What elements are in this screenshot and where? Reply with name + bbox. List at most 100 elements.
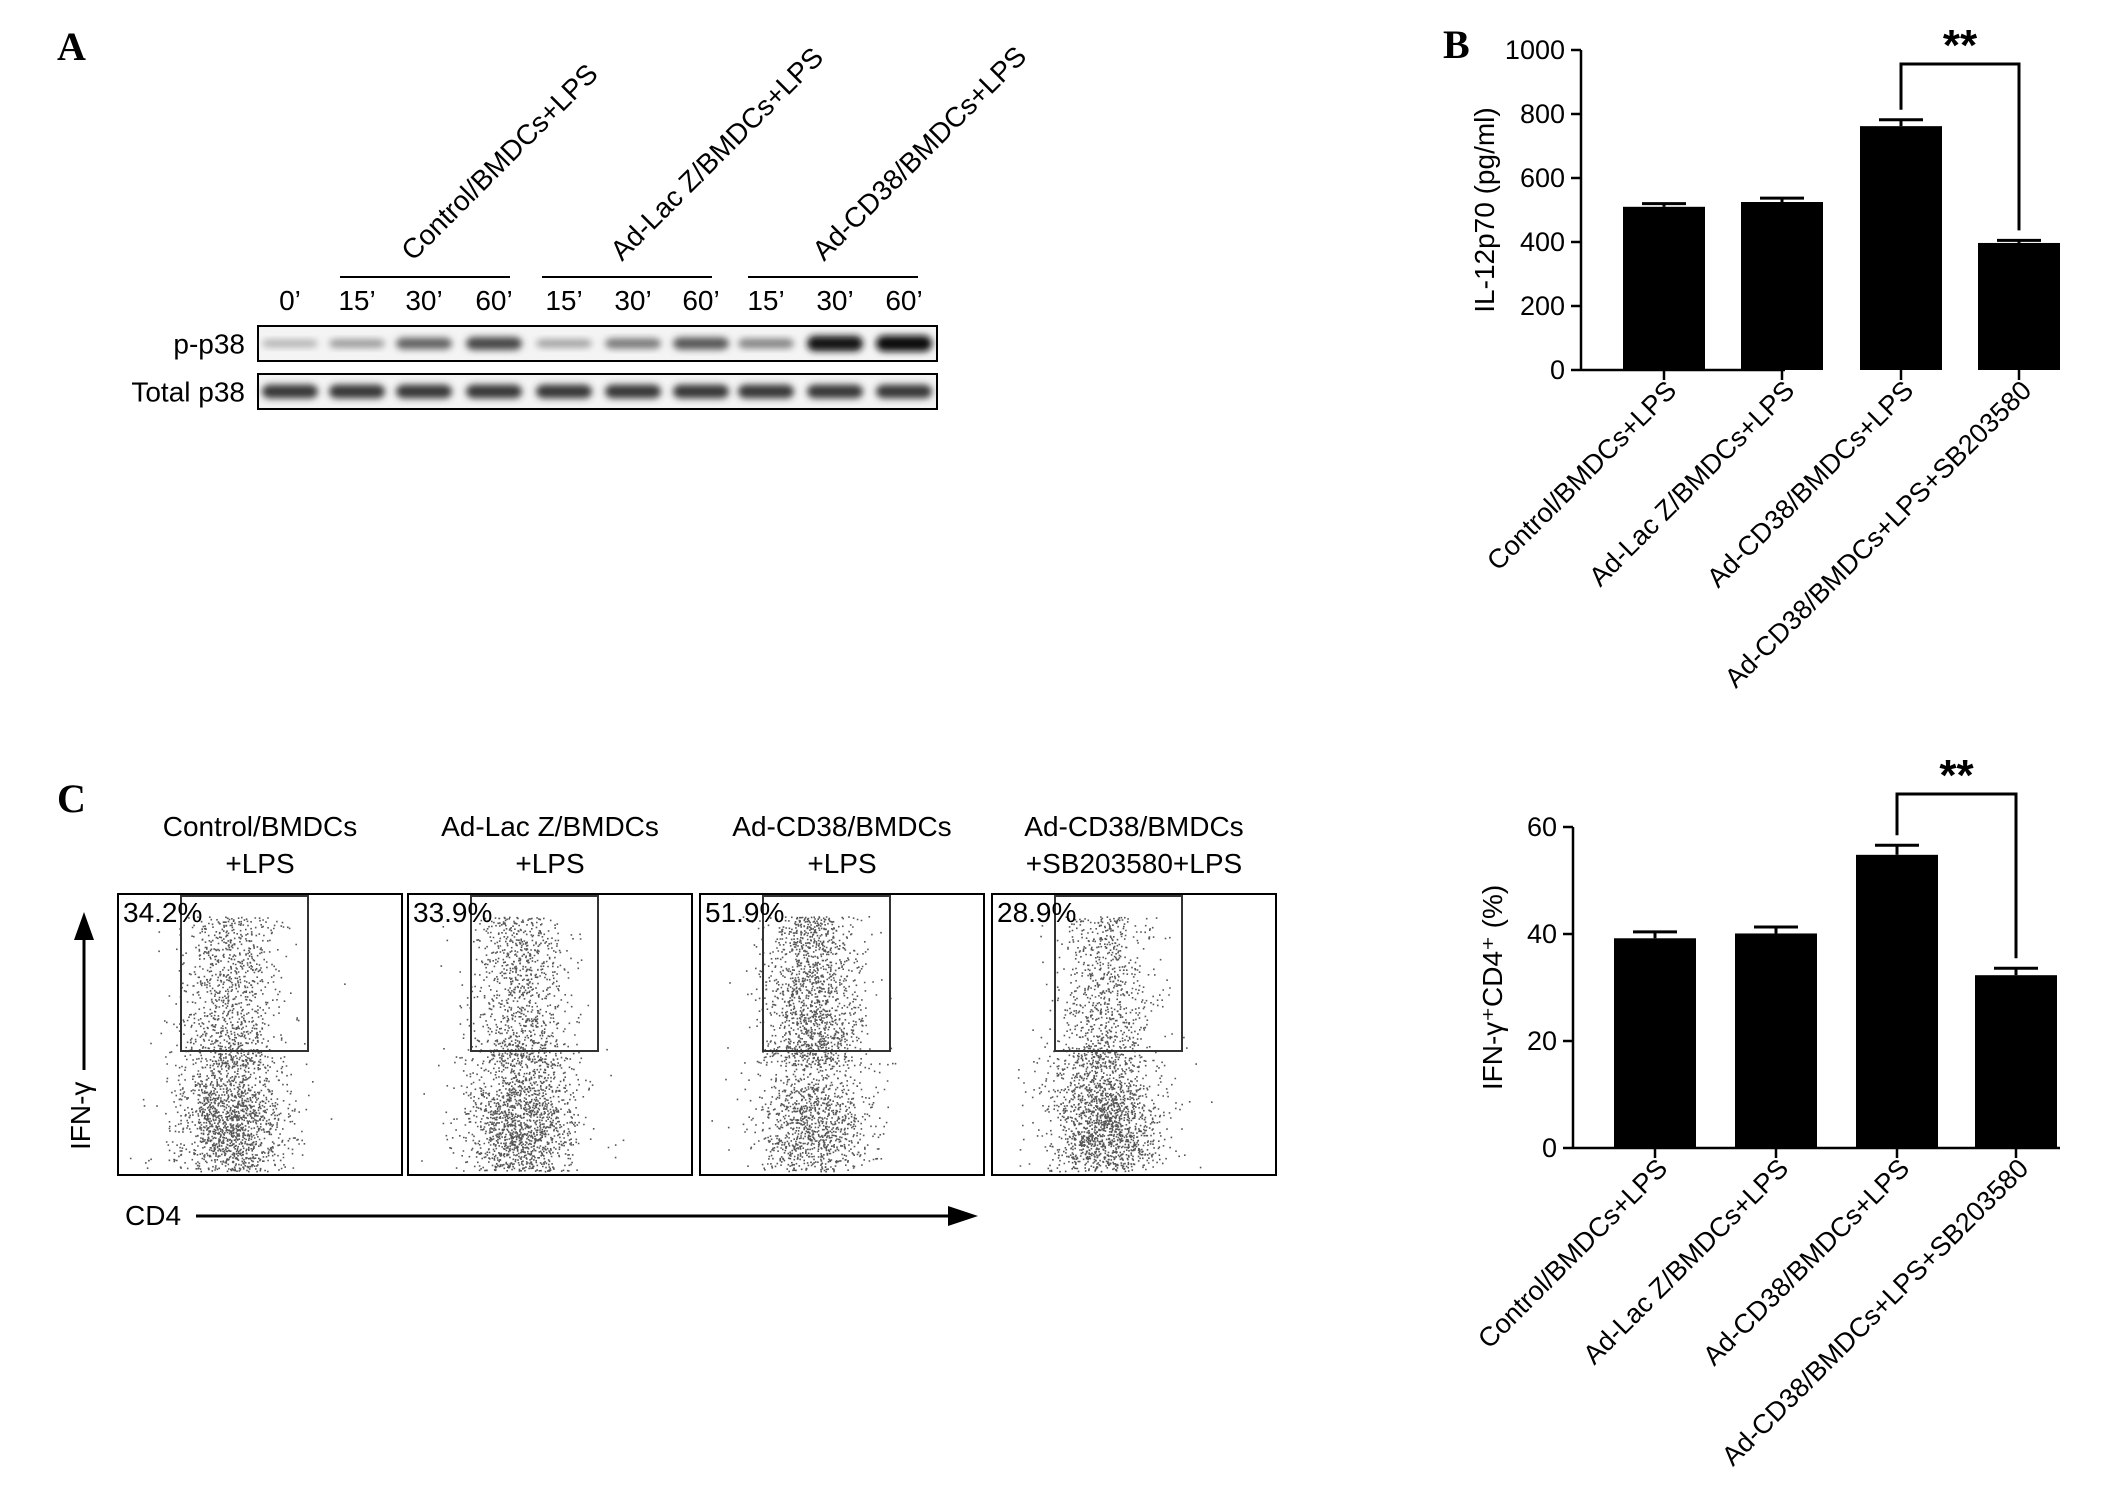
flow-gate [470,895,599,1052]
y-tick-label: 0 [1550,355,1565,385]
western-blot-group-labels: Control/BMDCs+LPS Ad-Lac Z/BMDCs+LPSAd-CD… [395,40,1032,266]
ifn-gamma-axis-arrow: IFN-γ [65,912,96,1150]
blot-band [738,384,794,399]
flow-gate [1054,895,1183,1052]
y-tick-label: 0 [1542,1133,1557,1163]
cd4-axis-label: CD4 [125,1200,181,1231]
flow-plot: Ad-Lac Z/BMDCs +LPS 33.9% [407,811,693,1176]
flow-plot-title-line1: Ad-Lac Z/BMDCs [441,811,659,842]
blot-band [605,338,661,349]
y-tick-label: 60 [1527,812,1557,842]
group-label: Control/BMDCs+LPS [395,58,603,266]
panel-c-letter: C [57,776,86,821]
bar [1741,202,1823,370]
flow-plot: Control/BMDCs +LPS 34.2% [117,811,403,1176]
blot-band [673,384,729,399]
flow-plot-frame [991,893,1277,1176]
western-blot-time-labels: 0’ 15’ 30’ 60’ 15’ 30’ 60’ 15’ 30’ 60’ [279,285,923,316]
blot-band [807,335,863,352]
blot-band [262,339,318,348]
flow-events [1017,916,1213,1173]
blot-band [673,337,729,350]
blot-band [536,384,592,399]
flow-plot-title-line2: +LPS [225,848,294,879]
bar [1978,242,2060,370]
y-axis-label: IFN-γ⁺CD4⁺ (%) [1477,885,1508,1090]
flow-gate [762,895,891,1052]
x-tick-label: Ad-CD38/BMDCs+LPS [1701,375,1919,593]
blot-band [396,337,452,350]
blot-band [876,384,932,399]
y-tick-label: 1000 [1505,35,1565,65]
bar [1860,126,1942,370]
flow-plot: Ad-CD38/BMDCs +SB203580+LPS 28.9% [991,811,1277,1176]
flow-events [711,916,897,1173]
x-tick-label: Control/BMDCs+LPS [1481,375,1682,576]
blot-row: p-p38 [173,325,938,362]
flow-plot-title-line1: Ad-CD38/BMDCs [732,811,951,842]
blot-band [466,337,522,350]
flow-plot-title-line2: +LPS [515,848,584,879]
time-point-label: 60’ [682,285,719,316]
x-tick-label: Ad-Lac Z/BMDCs+LPS [1577,1153,1794,1370]
flow-events [129,916,346,1173]
x-tick-label: Ad-CD38/BMDCs+LPS [1697,1153,1915,1371]
y-tick-label: 40 [1527,919,1557,949]
blot-band [396,384,452,399]
y-tick-label: 800 [1520,99,1565,129]
y-tick-label: 400 [1520,227,1565,257]
bar [1614,938,1696,1148]
significance-label: ** [1939,751,1974,800]
group-label: Ad-CD38/BMDCs+LPS [806,40,1032,266]
time-point-label: 30’ [816,285,853,316]
blot-row-label: p-p38 [173,329,245,360]
significance-bracket [1895,792,2018,959]
blot-band [536,339,592,348]
significance-label: ** [1943,21,1978,70]
flow-gate-percent: 28.9% [997,897,1076,928]
time-point-label: 15’ [545,285,582,316]
flow-plot-title-line1: Control/BMDCs [163,811,357,842]
blot-row-label: Total p38 [131,377,245,408]
panel-a: A Control/BMDCs+LPS Ad-Lac Z/BMDCs+LPSAd-… [57,24,1032,410]
y-tick-label: 200 [1520,291,1565,321]
time-point-label: 30’ [614,285,651,316]
blot-row: Total p38 [131,373,938,410]
flow-plot-title-line2: +LPS [807,848,876,879]
y-axis-label: IL-12p70 (pg/ml) [1469,107,1500,312]
flow-plot-title-line2: +SB203580+LPS [1026,848,1242,879]
panel-a-letter: A [57,24,86,69]
blot-band [466,384,522,399]
il12p70-bar-chart: 0 200 400 600 800 1000 IL-12p70 (pg/ml) Control… [1469,21,2060,693]
panel-b: B 0 200 400 600 800 1000 IL-12p70 (pg/ml) Contr… [1443,21,2060,693]
blot-band [262,384,318,399]
flow-plot-frame [117,893,403,1176]
flow-events [421,916,625,1173]
flow-cytometry-plots: Control/BMDCs +LPS 34.2% Ad-Lac Z/BMDCs +LPS… [117,811,1277,1176]
flow-plot-frame [407,893,693,1176]
panel-b-letter: B [1443,22,1470,67]
flow-gate [180,895,309,1052]
time-point-label: 30’ [405,285,442,316]
group-label: Ad-Lac Z/BMDCs+LPS [604,41,829,266]
y-tick-label: 20 [1527,1026,1557,1056]
significance-bracket [1899,62,2021,231]
blot-band [876,335,932,352]
time-point-label: 0’ [279,285,301,316]
bar [1975,975,2057,1148]
flow-plot: Ad-CD38/BMDCs +LPS 51.9% [699,811,985,1176]
bar [1623,206,1705,370]
ifn-gamma-axis-label: IFN-γ [65,1082,96,1150]
blot-band [605,384,661,399]
flow-plot-frame [699,893,985,1176]
flow-gate-percent: 34.2% [123,897,202,928]
western-blot-rows: p-p38 Total p38 [131,325,938,410]
blot-band [807,384,863,399]
y-tick-label: 600 [1520,163,1565,193]
flow-gate-percent: 33.9% [413,897,492,928]
blot-band [329,339,385,348]
cd4-axis-arrow: CD4 [125,1200,978,1231]
